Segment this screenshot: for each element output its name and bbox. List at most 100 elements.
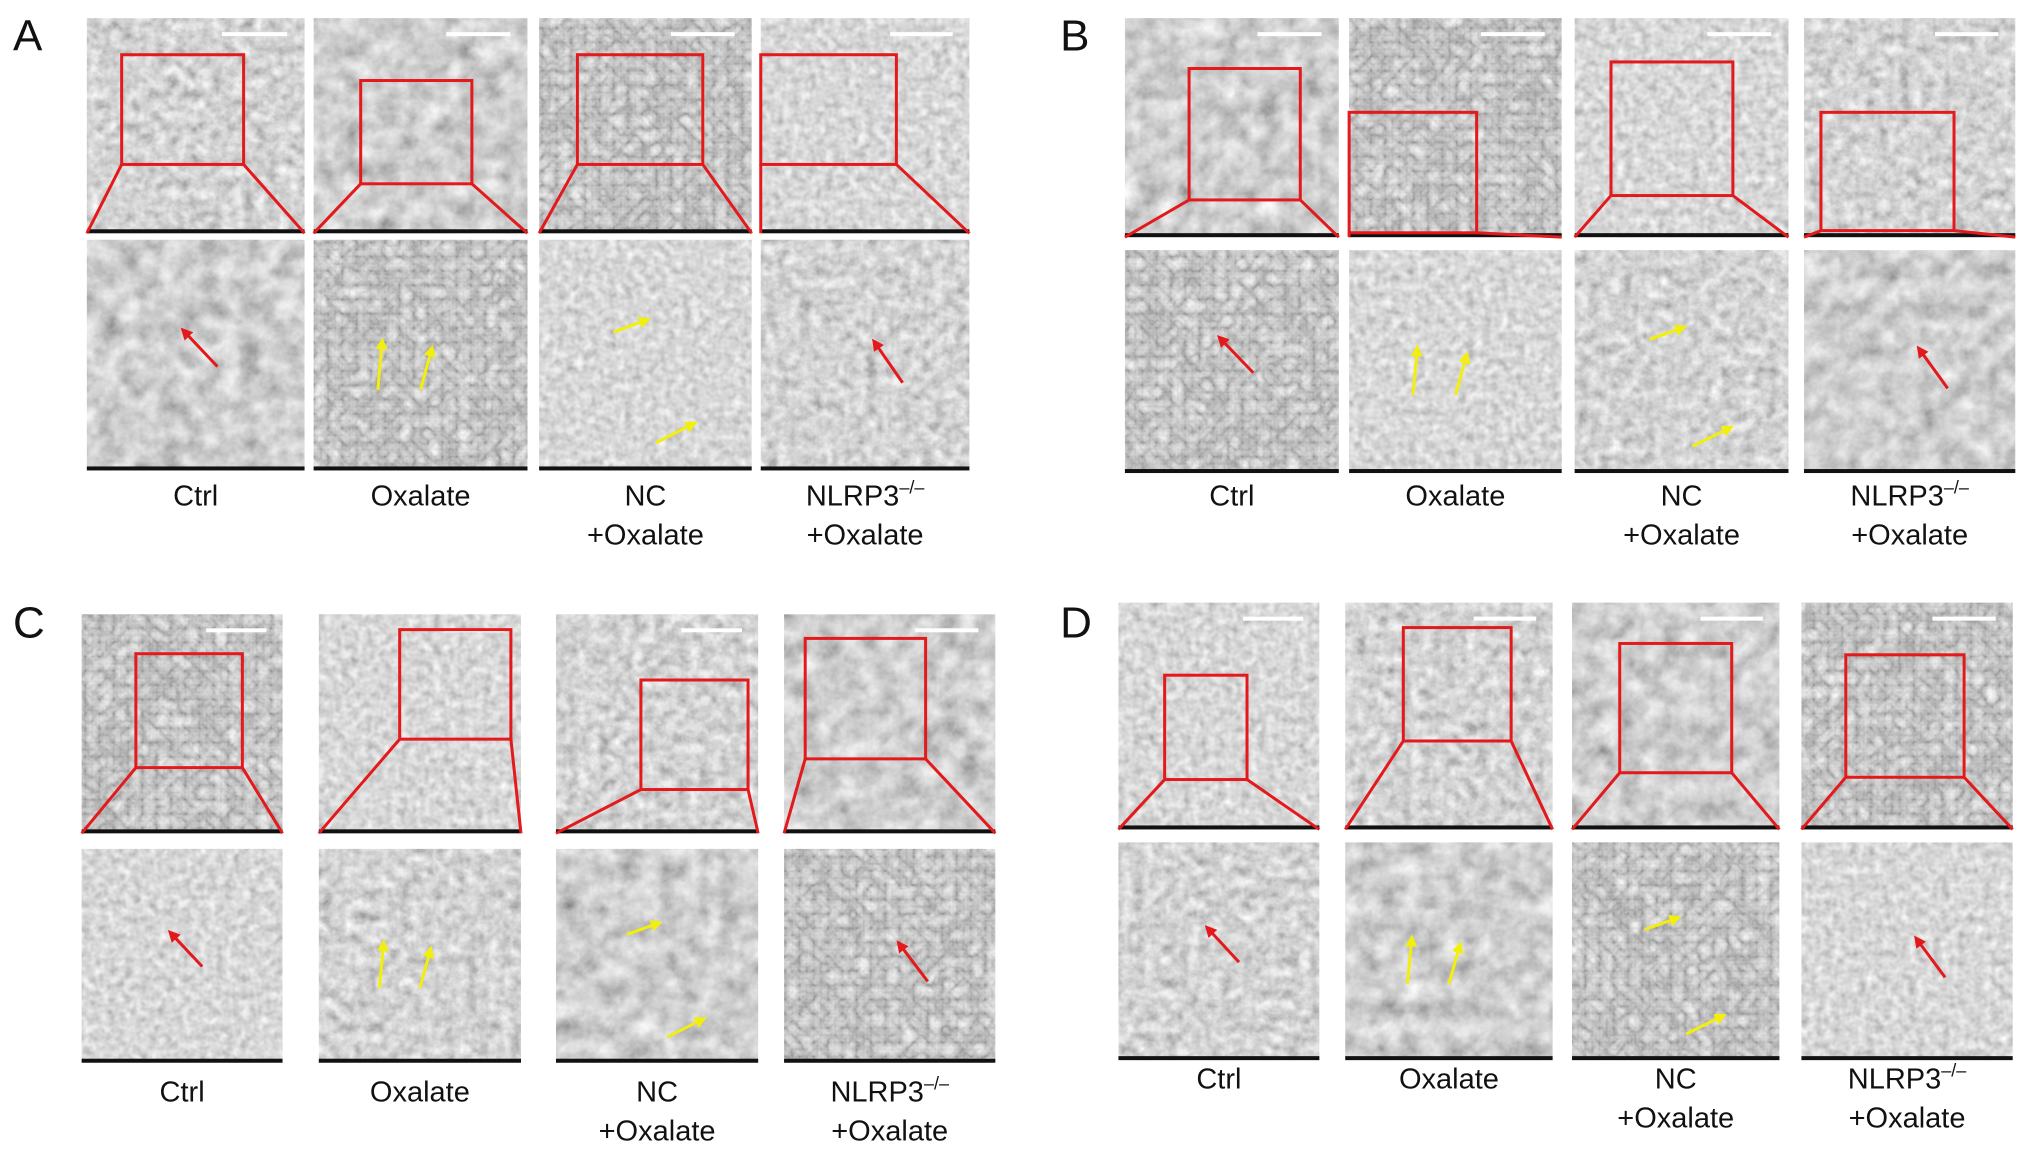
image-bottom-bar <box>1345 825 1553 830</box>
arrow <box>1447 941 1464 985</box>
arrow <box>1914 935 1947 979</box>
caption: NLRP3–/– <box>830 1074 949 1109</box>
em-image <box>539 18 752 234</box>
caption-superscript: –/– <box>1944 477 1969 497</box>
zoom-line <box>924 757 997 835</box>
image-bottom-bar <box>86 229 305 234</box>
zoom-box <box>803 636 928 761</box>
zoom-line <box>1573 194 1613 239</box>
zoom-line <box>1124 198 1190 239</box>
zoom-image <box>1572 842 1780 1061</box>
arrow <box>1405 934 1418 985</box>
scale-bar <box>915 628 979 633</box>
zoom-box <box>1609 60 1735 198</box>
caption: +Oxalate <box>599 1115 716 1147</box>
em-image <box>1804 18 2016 238</box>
em-image <box>81 614 283 834</box>
em-image <box>760 18 970 234</box>
em-image <box>1574 18 1789 238</box>
zoom-line <box>241 766 284 835</box>
panel-label: A <box>13 12 43 61</box>
image-bottom-bar <box>318 829 521 834</box>
image-bottom-bar <box>760 229 970 234</box>
zoom-box <box>1347 110 1479 235</box>
em-image <box>1572 602 1780 830</box>
em-image <box>1349 18 1562 238</box>
arrow <box>1644 914 1682 931</box>
caption: NC <box>624 480 666 512</box>
arrow <box>375 337 388 390</box>
zoom-box <box>575 53 705 166</box>
zoom-box <box>398 628 513 741</box>
zoom-box <box>1819 110 1956 233</box>
caption: Oxalate <box>1405 480 1505 512</box>
arrow <box>1410 344 1423 396</box>
zoom-image <box>1124 250 1339 474</box>
zoom-image <box>86 239 305 471</box>
zoom-line <box>317 738 401 835</box>
image-bottom-bar <box>1124 469 1339 474</box>
arrow <box>626 920 663 936</box>
zoom-line <box>1803 229 1822 239</box>
caption: +Oxalate <box>807 519 924 551</box>
image-bottom-bar <box>1801 825 2013 830</box>
scale-bar <box>1473 616 1537 621</box>
arrow <box>1217 334 1255 374</box>
caption-text: NLRP3 <box>1848 1064 1942 1096</box>
arrow <box>613 316 652 334</box>
em-image <box>86 18 305 234</box>
zoom-line <box>1570 771 1621 831</box>
zoom-line <box>242 163 306 235</box>
image-bottom-bar <box>1574 233 1789 238</box>
arrow <box>1691 425 1734 448</box>
zoom-line <box>1299 198 1340 239</box>
zoom-box <box>1187 67 1302 202</box>
zoom-line <box>509 738 523 834</box>
caption: NLRP3–/– <box>1848 1061 1967 1096</box>
zoom-line <box>85 163 124 234</box>
scale-bar <box>1257 32 1322 37</box>
arrow <box>1648 324 1688 341</box>
zoom-image <box>1574 250 1789 474</box>
zoom-line <box>555 788 642 835</box>
zoom-line <box>1117 778 1166 831</box>
arrow <box>1916 345 1949 390</box>
caption-text: NLRP3 <box>806 480 900 512</box>
caption: NLRP3–/– <box>806 477 925 512</box>
image-bottom-bar <box>81 1058 283 1063</box>
scale-bar <box>221 32 288 37</box>
image-bottom-bar <box>555 829 759 834</box>
image-bottom-bar <box>1118 825 1320 830</box>
image-bottom-bar <box>1574 469 1789 474</box>
scale-bar <box>670 32 735 37</box>
arrow <box>896 940 929 983</box>
zoom-line <box>537 163 579 235</box>
image-bottom-bar <box>81 829 283 834</box>
arrow <box>872 338 904 384</box>
zoom-image <box>1804 250 2016 474</box>
zoom-line <box>895 163 971 235</box>
arrow <box>419 344 436 391</box>
zoom-box <box>1844 653 1966 779</box>
caption: Ctrl <box>173 480 218 512</box>
zoom-box <box>359 79 474 186</box>
zoom-line <box>746 789 760 834</box>
scale-bar <box>1480 32 1545 37</box>
zoom-line <box>470 182 529 235</box>
scale-bar <box>1707 32 1772 37</box>
caption: Oxalate <box>1399 1064 1499 1096</box>
image-bottom-bar <box>784 1058 996 1063</box>
image-bottom-bar <box>313 466 528 471</box>
caption-superscript: –/– <box>924 1074 949 1094</box>
image-bottom-bar <box>1572 1056 1780 1061</box>
zoom-line <box>80 766 138 835</box>
em-image <box>318 614 521 834</box>
zoom-image <box>1349 250 1562 474</box>
caption: Ctrl <box>1196 1064 1241 1096</box>
scale-bar <box>206 628 267 633</box>
arrow <box>666 1017 707 1039</box>
arrow <box>655 421 698 445</box>
zoom-image <box>81 848 283 1063</box>
scale-bar <box>1700 616 1763 621</box>
